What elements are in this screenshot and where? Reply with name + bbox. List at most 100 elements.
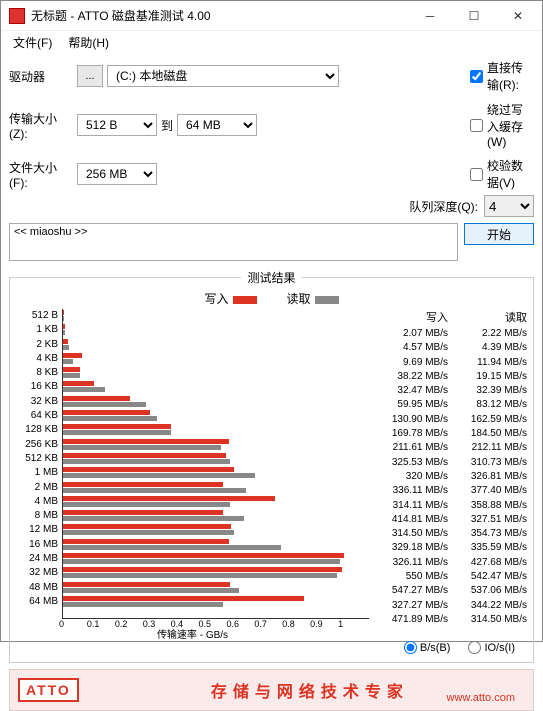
verify-data-check[interactable]: 校验数据(V) [470, 157, 534, 191]
data-row: 550 MB/s542.47 MB/s [369, 570, 527, 584]
write-value: 38.22 MB/s [369, 370, 448, 384]
transfer-size-row: 传输大小(Z): 512 B 到 64 MB 绕过写入缓存(W) [1, 95, 542, 151]
write-bar [63, 553, 344, 558]
legend-write-label: 写入 [204, 292, 228, 306]
queue-depth-row: 队列深度(Q): 4 [1, 193, 542, 219]
bar-row [63, 523, 369, 537]
data-row: 9.69 MB/s11.94 MB/s [369, 356, 527, 370]
write-bar [63, 339, 68, 344]
start-button[interactable]: 开始 [464, 223, 534, 245]
write-value: 2.07 MB/s [369, 327, 448, 341]
file-size-row: 文件大小(F): 256 MB 校验数据(V) [1, 151, 542, 193]
read-value: 310.73 MB/s [448, 456, 527, 470]
app-icon [9, 8, 25, 24]
read-value: 2.22 MB/s [448, 327, 527, 341]
bypass-cache-check[interactable]: 绕过写入缓存(W) [470, 101, 534, 149]
y-label: 12 MB [16, 523, 60, 537]
y-label: 128 KB [16, 423, 60, 437]
y-label: 8 KB [16, 366, 60, 380]
footer-url: www.atto.com [447, 692, 515, 704]
to-label: 到 [161, 117, 173, 134]
read-value: 11.94 MB/s [448, 356, 527, 370]
menubar: 文件(F) 帮助(H) [1, 31, 542, 53]
menu-help[interactable]: 帮助(H) [60, 32, 117, 53]
read-bar [63, 588, 239, 593]
read-value: 377.40 MB/s [448, 484, 527, 498]
menu-file[interactable]: 文件(F) [5, 32, 60, 53]
read-bar [63, 359, 73, 364]
y-label: 2 MB [16, 481, 60, 495]
read-bar [63, 445, 221, 450]
bar-row [63, 452, 369, 466]
close-button[interactable]: ✕ [496, 2, 540, 30]
bar-row [63, 366, 369, 380]
read-value: 427.68 MB/s [448, 556, 527, 570]
read-value: 326.81 MB/s [448, 470, 527, 484]
data-row: 320 MB/s326.81 MB/s [369, 470, 527, 484]
min-size-select[interactable]: 512 B [77, 114, 157, 136]
write-bar [63, 453, 226, 458]
y-label: 1 MB [16, 466, 60, 480]
read-bar [63, 502, 230, 507]
data-row: 325.53 MB/s310.73 MB/s [369, 456, 527, 470]
bar-row [63, 566, 369, 580]
maximize-button[interactable]: ☐ [452, 2, 496, 30]
bar-row [63, 581, 369, 595]
write-value: 414.81 MB/s [369, 513, 448, 527]
read-bar [63, 402, 146, 407]
drive-select[interactable]: (C:) 本地磁盘 [107, 65, 339, 87]
write-value: 59.95 MB/s [369, 398, 448, 412]
read-bar [63, 416, 157, 421]
y-label: 256 KB [16, 438, 60, 452]
description-input[interactable]: << miaoshu >> [9, 223, 458, 261]
radio-io[interactable]: IO/s(I) [468, 641, 515, 654]
read-value: 542.47 MB/s [448, 570, 527, 584]
direct-transfer-checkbox[interactable] [470, 70, 483, 83]
max-size-select[interactable]: 64 MB [177, 114, 257, 136]
bar-row [63, 409, 369, 423]
read-value: 354.73 MB/s [448, 527, 527, 541]
write-bar [63, 410, 150, 415]
read-bar [63, 473, 255, 478]
write-value: 550 MB/s [369, 570, 448, 584]
write-value: 4.57 MB/s [369, 341, 448, 355]
queue-depth-select[interactable]: 4 [484, 195, 534, 217]
read-value: 358.88 MB/s [448, 499, 527, 513]
data-row: 329.18 MB/s335.59 MB/s [369, 541, 527, 555]
data-row: 314.11 MB/s358.88 MB/s [369, 499, 527, 513]
bar-row [63, 481, 369, 495]
write-bar [63, 567, 342, 572]
write-value: 325.53 MB/s [369, 456, 448, 470]
write-value: 471.89 MB/s [369, 613, 448, 627]
file-size-select[interactable]: 256 MB [77, 163, 157, 185]
results-title: 测试结果 [241, 269, 301, 286]
write-value: 169.78 MB/s [369, 427, 448, 441]
read-bar [63, 387, 105, 392]
write-bar [63, 582, 230, 587]
data-row: 471.89 MB/s314.50 MB/s [369, 613, 527, 627]
verify-data-checkbox[interactable] [470, 168, 483, 181]
read-bar [63, 430, 171, 435]
data-row: 130.90 MB/s162.59 MB/s [369, 413, 527, 427]
radio-bytes[interactable]: B/s(B) [404, 641, 451, 654]
read-value: 314.50 MB/s [448, 613, 527, 627]
y-label: 24 MB [16, 552, 60, 566]
bar-row [63, 395, 369, 409]
write-bar [63, 467, 234, 472]
browse-button[interactable]: ... [77, 65, 103, 87]
direct-transfer-check[interactable]: 直接传输(R): [470, 59, 534, 93]
bar-row [63, 552, 369, 566]
bar-row [63, 495, 369, 509]
write-value: 314.50 MB/s [369, 527, 448, 541]
file-size-label: 文件大小(F): [9, 159, 73, 190]
bypass-cache-checkbox[interactable] [470, 119, 483, 132]
minimize-button[interactable]: ─ [408, 2, 452, 30]
bar-row [63, 352, 369, 366]
legend-read-swatch [315, 296, 339, 304]
y-label: 64 MB [16, 595, 60, 609]
data-row: 59.95 MB/s83.12 MB/s [369, 398, 527, 412]
y-label: 32 KB [16, 395, 60, 409]
read-value: 184.50 MB/s [448, 427, 527, 441]
write-bar [63, 482, 223, 487]
read-bar [63, 516, 244, 521]
